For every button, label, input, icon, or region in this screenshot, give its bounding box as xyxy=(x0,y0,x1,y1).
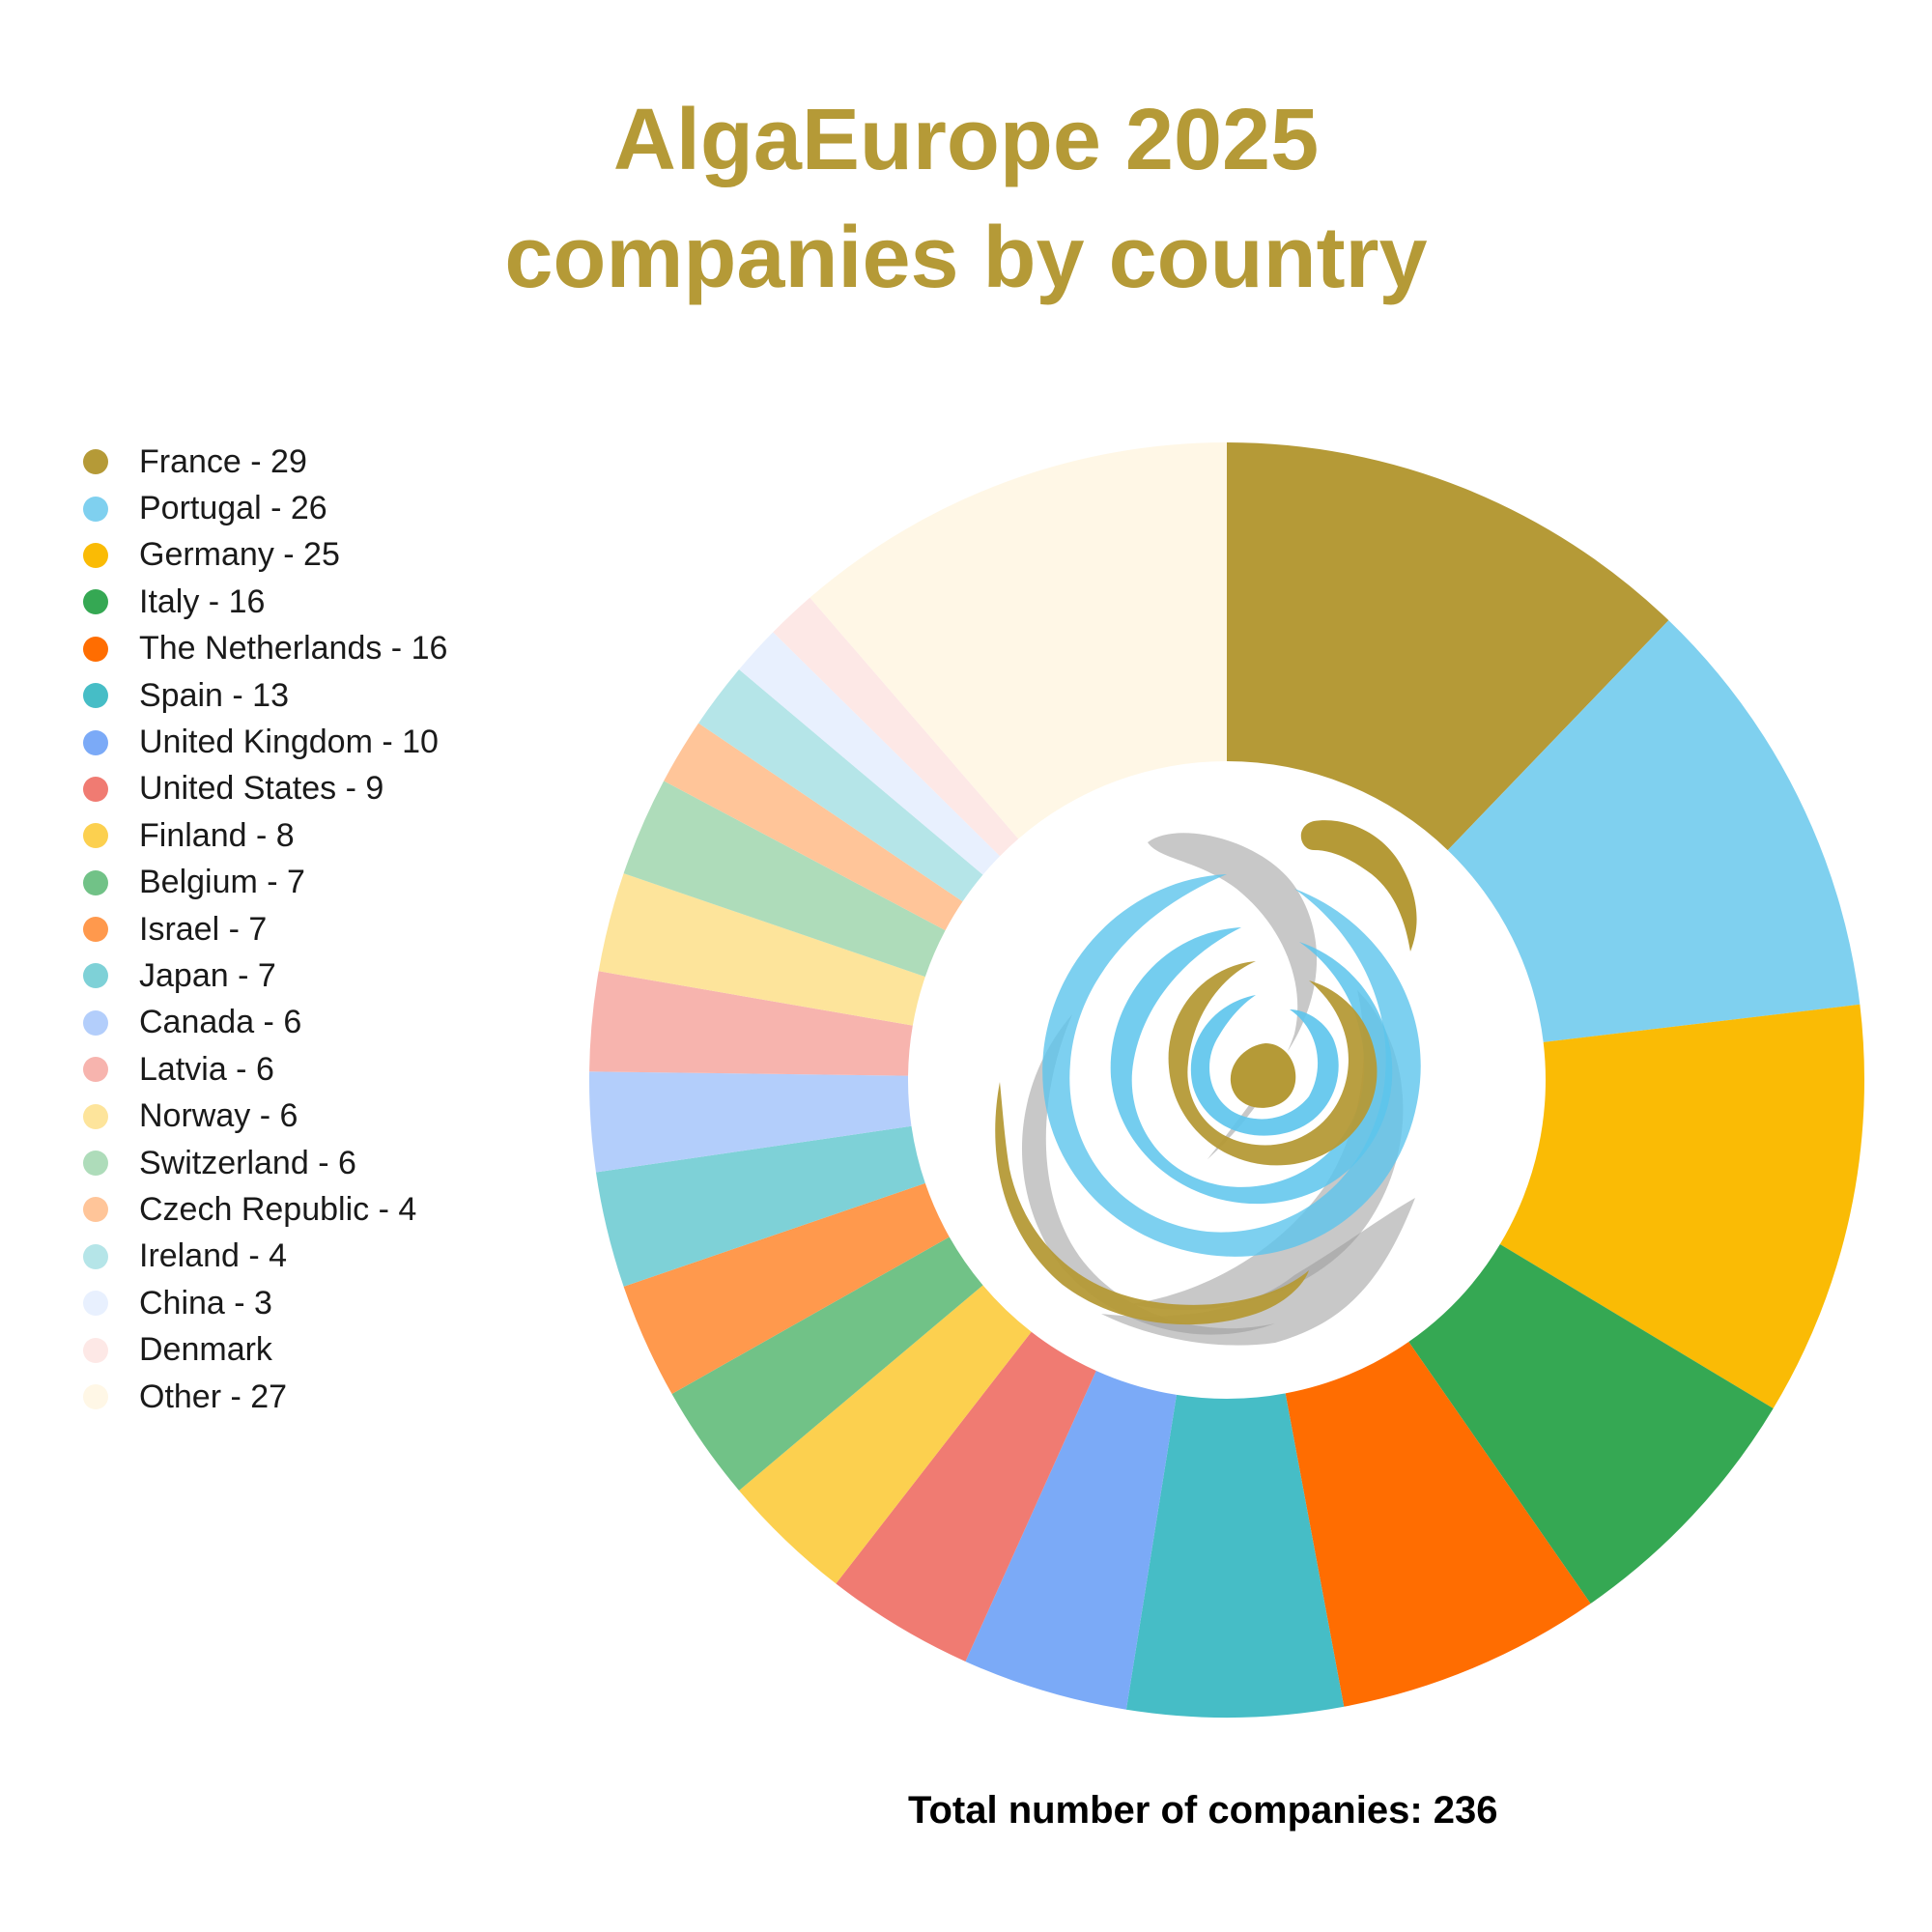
slice-japan xyxy=(595,1125,925,1287)
total-label: Total number of companies: 236 xyxy=(908,1789,1498,1832)
legend-swatch xyxy=(83,823,108,849)
legend-swatch xyxy=(83,1337,108,1363)
slice-china xyxy=(739,632,1001,875)
slice-latvia xyxy=(589,971,913,1076)
legend-label: Portugal - 26 xyxy=(139,490,327,527)
legend-swatch xyxy=(83,589,108,615)
slice-united-kingdom xyxy=(965,1370,1177,1710)
legend-label: Norway - 6 xyxy=(139,1097,298,1135)
slice-portugal xyxy=(1447,620,1861,1042)
legend-item: Latvia - 6 xyxy=(83,1046,447,1093)
legend-swatch xyxy=(83,542,108,568)
legend-label: Latvia - 6 xyxy=(139,1050,274,1088)
legend-swatch xyxy=(83,1291,108,1317)
slice-the-netherlands xyxy=(1285,1342,1591,1707)
legend-swatch xyxy=(83,1103,108,1129)
legend-item: Germany - 25 xyxy=(83,532,447,579)
legend-swatch xyxy=(83,683,108,709)
slice-united-states xyxy=(836,1331,1096,1662)
legend-item: Finland - 8 xyxy=(83,812,447,859)
legend-label: Other - 27 xyxy=(139,1378,288,1415)
slice-france xyxy=(1227,442,1669,851)
legend-label: Finland - 8 xyxy=(139,816,295,854)
legend-swatch xyxy=(83,963,108,989)
legend-label: Canada - 6 xyxy=(139,1004,302,1041)
legend-item: Switzerland - 6 xyxy=(83,1140,447,1186)
slice-belgium xyxy=(671,1236,983,1491)
legend-item: Norway - 6 xyxy=(83,1093,447,1139)
legend-item: United States - 9 xyxy=(83,766,447,812)
legend-item: China - 3 xyxy=(83,1280,447,1326)
legend-item: United Kingdom - 10 xyxy=(83,719,447,765)
slice-germany xyxy=(1499,1004,1864,1409)
chart-subtitle: companies by country xyxy=(504,210,1428,306)
legend-item: Spain - 13 xyxy=(83,672,447,719)
legend-label: Japan - 7 xyxy=(139,956,276,994)
legend-label: Ireland - 4 xyxy=(139,1237,288,1275)
legend-swatch xyxy=(83,1009,108,1036)
legend-label: United Kingdom - 10 xyxy=(139,724,439,761)
legend-swatch xyxy=(83,869,108,895)
legend-swatch xyxy=(83,729,108,755)
legend-item: Denmark xyxy=(83,1326,447,1373)
legend-item: Canada - 6 xyxy=(83,1000,447,1046)
legend-label: Israel - 7 xyxy=(139,910,268,948)
legend-item: Italy - 16 xyxy=(83,579,447,625)
slice-israel xyxy=(623,1182,950,1394)
legend-item: Belgium - 7 xyxy=(83,860,447,906)
legend-label: Germany - 25 xyxy=(139,536,340,574)
slice-italy xyxy=(1408,1244,1774,1605)
slice-switzerland xyxy=(623,781,946,978)
legend-label: Denmark xyxy=(139,1331,272,1369)
legend-item: Czech Republic - 4 xyxy=(83,1186,447,1233)
slice-canada xyxy=(589,1071,912,1173)
legend-swatch xyxy=(83,1384,108,1409)
slice-other xyxy=(810,442,1227,839)
chart-legend: France - 29 Portugal - 26 Germany - 25 Ital… xyxy=(83,439,447,1420)
legend-swatch xyxy=(83,1151,108,1177)
legend-swatch xyxy=(83,449,108,475)
legend-label: Italy - 16 xyxy=(139,582,266,620)
legend-swatch xyxy=(83,636,108,662)
legend-label: France - 29 xyxy=(139,442,307,480)
legend-swatch xyxy=(83,917,108,943)
legend-label: Belgium - 7 xyxy=(139,864,305,901)
legend-swatch xyxy=(83,1243,108,1269)
legend-swatch xyxy=(83,1057,108,1083)
chart-title: AlgaEurope 2025 xyxy=(612,92,1320,188)
legend-label: United States - 9 xyxy=(139,770,384,808)
legend-item: Israel - 7 xyxy=(83,906,447,952)
legend-item: Portugal - 26 xyxy=(83,485,447,531)
legend-swatch xyxy=(83,496,108,522)
donut-slices xyxy=(589,442,1864,1718)
legend-label: China - 3 xyxy=(139,1284,272,1321)
legend-swatch xyxy=(83,1197,108,1223)
legend-item: Japan - 7 xyxy=(83,952,447,999)
legend-item: Ireland - 4 xyxy=(83,1234,447,1280)
legend-item: The Netherlands - 16 xyxy=(83,626,447,672)
legend-item: Other - 27 xyxy=(83,1374,447,1420)
slice-spain xyxy=(1125,1393,1345,1718)
legend-swatch xyxy=(83,776,108,802)
legend-label: The Netherlands - 16 xyxy=(139,630,448,668)
legend-label: Czech Republic - 4 xyxy=(139,1190,417,1228)
slice-denmark xyxy=(773,597,1019,857)
slice-norway xyxy=(598,873,925,1026)
slice-czech-republic xyxy=(664,723,963,931)
legend-item: France - 29 xyxy=(83,439,447,485)
slice-ireland xyxy=(698,669,983,902)
legend-label: Switzerland - 6 xyxy=(139,1144,356,1181)
slice-finland xyxy=(739,1285,1032,1584)
legend-label: Spain - 13 xyxy=(139,676,289,714)
algae-swirl-logo xyxy=(995,820,1421,1346)
